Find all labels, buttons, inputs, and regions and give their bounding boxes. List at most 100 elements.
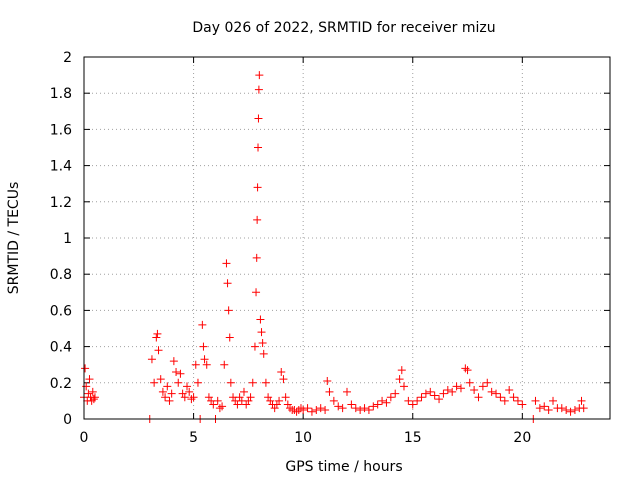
data-point <box>163 382 172 391</box>
data-point <box>165 396 174 405</box>
data-point <box>180 393 189 402</box>
data-point <box>233 400 242 409</box>
chart-title: Day 026 of 2022, SRMTID for receiver miz… <box>192 20 495 36</box>
data-point <box>81 364 90 373</box>
data-point <box>277 367 286 376</box>
data-point <box>483 378 492 387</box>
data-point <box>204 393 213 402</box>
data-point <box>382 398 391 407</box>
data-point <box>169 357 178 366</box>
data-point <box>185 387 194 396</box>
data-point <box>430 391 439 400</box>
data-point <box>250 342 259 351</box>
data-point <box>448 387 457 396</box>
data-point <box>215 404 224 413</box>
data-point <box>356 405 365 414</box>
x-tick-label: 0 <box>80 430 89 446</box>
data-point <box>391 389 400 398</box>
y-tick-label: 1.8 <box>50 86 72 102</box>
data-point <box>492 389 501 398</box>
data-point <box>562 405 571 414</box>
plot-frame <box>83 56 611 420</box>
data-point <box>225 333 234 342</box>
data-point <box>220 360 229 369</box>
x-tick-label: 15 <box>404 430 422 446</box>
data-point <box>307 407 316 416</box>
data-point <box>540 402 549 411</box>
data-point <box>386 393 395 402</box>
data-point <box>209 400 218 409</box>
data-point <box>487 387 496 396</box>
data-point <box>557 404 566 413</box>
data-point <box>152 333 161 342</box>
data-point <box>223 279 232 288</box>
data-point <box>198 320 207 329</box>
data-point <box>167 389 176 398</box>
x-tick-label: 5 <box>189 430 198 446</box>
data-point <box>261 378 270 387</box>
data-point <box>88 387 97 396</box>
data-point <box>283 400 292 409</box>
data-point <box>286 404 295 413</box>
data-point <box>421 389 430 398</box>
y-tick-label: 0 <box>63 412 72 428</box>
data-point <box>154 346 163 355</box>
data-point <box>226 378 235 387</box>
data-point <box>246 393 255 402</box>
data-point <box>549 396 558 405</box>
data-point <box>264 393 273 402</box>
data-point <box>478 382 487 391</box>
data-point <box>465 378 474 387</box>
data-point <box>272 400 281 409</box>
data-point <box>82 382 91 391</box>
data-point <box>254 114 263 123</box>
data-point <box>235 393 244 402</box>
data-point <box>213 396 222 405</box>
data-point <box>84 389 93 398</box>
data-point <box>323 376 332 385</box>
data-point <box>316 404 325 413</box>
data-point <box>439 389 448 398</box>
data-point <box>399 382 408 391</box>
data-point <box>404 396 413 405</box>
data-point <box>183 382 192 391</box>
data-point <box>299 405 308 414</box>
data-point <box>178 389 187 398</box>
data-point <box>191 360 200 369</box>
data-point <box>579 404 588 413</box>
data-point <box>189 393 198 402</box>
data-point <box>397 366 406 375</box>
data-point <box>325 387 334 396</box>
data-point <box>172 367 181 376</box>
data-point <box>253 215 262 224</box>
data-point <box>570 405 579 414</box>
data-point <box>254 143 263 152</box>
data-point <box>395 375 404 384</box>
y-axis-label: SRMTID / TECUs <box>6 182 22 295</box>
data-point <box>242 400 251 409</box>
data-point <box>266 396 275 405</box>
data-point <box>292 407 301 416</box>
data-point <box>408 400 417 409</box>
data-point <box>351 404 360 413</box>
data-point <box>513 396 522 405</box>
data-point <box>474 393 483 402</box>
y-tick-label: 1 <box>63 231 72 247</box>
data-point <box>347 400 356 409</box>
data-point <box>187 395 196 404</box>
data-point <box>255 71 264 80</box>
data-point <box>378 396 387 405</box>
data-point <box>312 405 321 414</box>
data-point <box>496 393 505 402</box>
data-point <box>544 405 553 414</box>
data-point <box>463 366 472 375</box>
data-point <box>85 375 94 384</box>
data-point <box>461 364 470 373</box>
data-point <box>535 404 544 413</box>
data-point <box>452 382 461 391</box>
data-point <box>577 396 586 405</box>
data-point <box>174 378 183 387</box>
data-point <box>239 387 248 396</box>
data-point <box>505 386 514 395</box>
